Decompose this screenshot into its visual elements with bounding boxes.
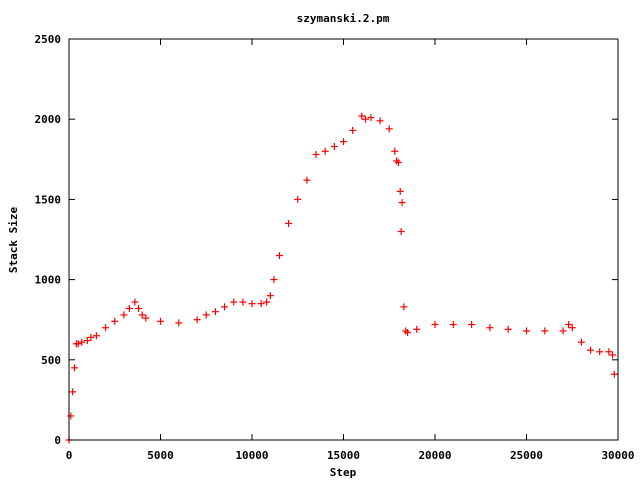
data-point — [125, 304, 133, 312]
data-point — [391, 147, 399, 155]
data-point — [523, 327, 530, 335]
x-tick-label: 20000 — [418, 449, 451, 462]
data-point — [312, 150, 320, 158]
data-point — [263, 298, 271, 306]
data-point — [321, 147, 329, 155]
data-point — [111, 317, 119, 325]
data-point — [294, 195, 302, 203]
data-point — [376, 117, 384, 125]
data-point — [193, 316, 201, 324]
data-point — [67, 412, 75, 420]
data-point — [257, 300, 265, 308]
data-point — [221, 303, 229, 311]
data-point — [358, 112, 366, 120]
data-point — [83, 337, 91, 345]
data-point — [340, 138, 347, 146]
data-point — [248, 300, 256, 308]
y-tick-label: 2000 — [35, 113, 62, 126]
data-point — [568, 324, 576, 332]
data-point — [285, 219, 293, 227]
data-point — [486, 324, 494, 332]
data-point — [202, 311, 210, 319]
y-tick-label: 1500 — [35, 193, 62, 206]
data-point — [361, 115, 369, 123]
data-point — [211, 308, 219, 316]
x-tick-label: 25000 — [510, 449, 543, 462]
data-point — [413, 325, 421, 333]
y-tick-label: 0 — [54, 434, 61, 447]
data-point — [87, 333, 95, 341]
data-point — [142, 314, 150, 322]
data-point — [138, 311, 146, 319]
data-point — [596, 348, 604, 356]
y-tick-label: 500 — [41, 354, 61, 367]
y-tick-label: 1000 — [35, 274, 62, 287]
y-axis-label: Stack Size — [7, 207, 20, 274]
data-point — [230, 298, 238, 306]
y-tick-label: 2500 — [35, 33, 62, 46]
data-points — [65, 112, 618, 444]
data-point — [398, 199, 406, 207]
data-point — [175, 319, 183, 327]
data-point — [394, 159, 402, 167]
x-tick-label: 0 — [66, 449, 73, 462]
data-point — [120, 311, 128, 319]
plot-frame — [68, 38, 619, 441]
data-point — [559, 327, 567, 335]
data-point — [78, 338, 86, 346]
data-point — [565, 321, 573, 329]
data-point — [605, 348, 613, 356]
data-point — [367, 114, 375, 122]
data-point — [330, 142, 338, 150]
data-point — [468, 321, 476, 329]
data-point — [102, 324, 110, 332]
data-point — [397, 227, 405, 235]
data-point — [577, 338, 585, 346]
data-point — [135, 304, 143, 312]
data-point — [400, 303, 408, 311]
data-point — [270, 276, 278, 284]
data-point — [266, 292, 274, 300]
axis-ticks: 0 5000 10000 15000 20000 25000 30000 0 500 1000 15… — [35, 33, 635, 462]
data-point — [385, 125, 393, 133]
chart-title: szymanski.2.pm — [297, 12, 390, 25]
data-point — [92, 332, 100, 340]
data-point — [431, 321, 439, 329]
data-point — [609, 351, 617, 359]
data-point — [404, 329, 412, 337]
x-tick-label: 10000 — [235, 449, 268, 462]
data-point — [610, 370, 618, 378]
data-point — [239, 298, 247, 306]
data-point — [541, 327, 549, 335]
data-point — [131, 298, 139, 306]
data-point — [449, 321, 457, 329]
data-point — [69, 388, 77, 396]
data-point — [275, 252, 283, 260]
x-tick-label: 15000 — [327, 449, 360, 462]
data-point — [303, 176, 311, 184]
x-tick-label: 30000 — [601, 449, 634, 462]
data-point — [504, 325, 512, 333]
data-point — [396, 187, 404, 195]
x-axis-label: Step — [330, 466, 357, 479]
data-point — [157, 317, 164, 325]
data-point — [70, 364, 78, 372]
data-point — [349, 126, 357, 134]
data-point — [587, 346, 595, 354]
data-point — [74, 340, 82, 348]
x-tick-label: 5000 — [147, 449, 174, 462]
